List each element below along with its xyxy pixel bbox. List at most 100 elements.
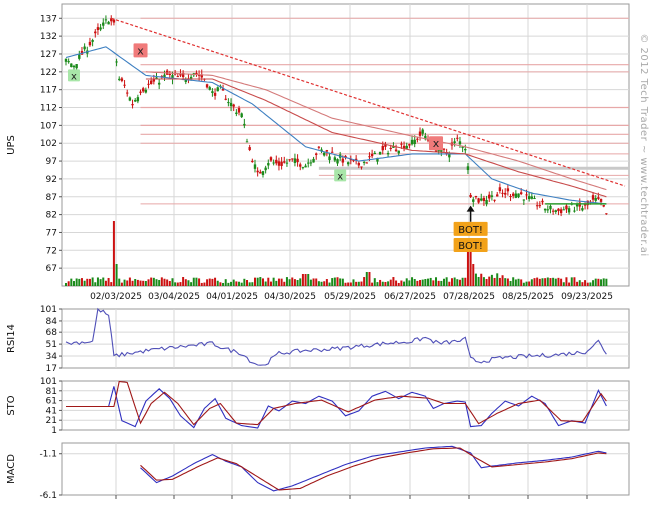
candle-body <box>134 100 137 102</box>
volume-bar <box>413 279 416 286</box>
moving-average-line <box>145 78 607 198</box>
volume-bar <box>373 278 376 286</box>
candle-body <box>75 64 78 69</box>
volume-bar <box>347 282 350 286</box>
volume-bar <box>458 279 461 286</box>
volume-bar <box>429 277 432 286</box>
volume-bar <box>464 277 467 286</box>
candle-body <box>328 156 331 161</box>
buy-arrow-icon <box>466 205 475 212</box>
candle-body <box>243 123 246 126</box>
candle-body <box>373 152 376 155</box>
volume-bar <box>440 280 443 286</box>
price-tick-label: 72 <box>46 246 57 256</box>
candle-body <box>235 112 238 115</box>
candle-body <box>91 40 94 42</box>
volume-bar <box>259 277 262 286</box>
candle-body <box>386 153 390 155</box>
candle-body <box>522 199 526 201</box>
volume-bar <box>123 279 126 286</box>
volume-bar <box>485 278 488 286</box>
volume-bar <box>341 278 344 286</box>
volume-bar <box>296 280 299 286</box>
volume-bar <box>285 277 288 286</box>
volume-bar <box>480 273 483 286</box>
volume-bar <box>240 282 243 286</box>
volume-bar <box>110 282 113 286</box>
candle-body <box>434 150 438 152</box>
volume-bar <box>291 277 294 286</box>
candle-body <box>275 159 278 164</box>
volume-bar <box>83 280 86 286</box>
volume-bar <box>190 282 193 286</box>
candle-body <box>136 97 140 102</box>
candle-body <box>251 160 254 163</box>
macd-tick-label: -1.1 <box>39 450 57 460</box>
volume-bar <box>445 277 448 286</box>
candle-body <box>104 19 108 21</box>
candle-body <box>307 162 310 164</box>
volume-bar <box>323 281 326 286</box>
candle-body <box>378 151 382 155</box>
volume-bar <box>384 281 387 286</box>
price-tick-label: 92 <box>46 175 57 185</box>
candle-body <box>293 158 297 163</box>
candle-body <box>490 195 494 197</box>
volume-bar <box>288 279 291 286</box>
candle-body <box>551 210 555 212</box>
candle-body <box>376 157 379 162</box>
candle-body <box>482 197 486 202</box>
volume-bar <box>219 282 222 286</box>
volume-bar <box>560 278 563 286</box>
volume-bar <box>552 277 555 286</box>
candle-body <box>195 72 198 75</box>
volume-bar <box>200 282 203 286</box>
volume-bar <box>395 280 398 286</box>
volume-bar <box>442 278 445 286</box>
candle-body <box>573 210 576 212</box>
candle-body <box>78 54 81 59</box>
volume-bar <box>536 277 539 286</box>
candle-body <box>485 199 488 205</box>
sto-d-line <box>66 380 607 426</box>
candle-body <box>315 153 318 155</box>
candle-body <box>197 74 201 76</box>
candle-body <box>421 129 424 134</box>
candle-body <box>405 145 408 149</box>
volume-bar <box>277 278 280 286</box>
candle-body <box>299 164 302 167</box>
volume-bar <box>522 282 525 286</box>
volume-bar <box>139 280 142 286</box>
volume-bar <box>206 279 209 286</box>
candle-body <box>269 157 273 161</box>
candle-body <box>88 41 92 46</box>
price-tick-label: 137 <box>40 14 57 24</box>
volume-bar <box>251 282 254 286</box>
volume-bar <box>72 281 75 286</box>
volume-bar <box>184 279 187 286</box>
volume-bar <box>75 278 78 286</box>
candle-body <box>317 146 321 148</box>
candle-body <box>400 143 403 145</box>
volume-bar <box>307 274 310 286</box>
candle-body <box>110 18 113 22</box>
volume-bar <box>584 280 587 286</box>
volume-bar <box>104 280 107 286</box>
candle-body <box>208 87 211 90</box>
candle-body <box>418 131 422 136</box>
candle-body <box>557 208 560 212</box>
candle-body <box>530 196 534 199</box>
volume-bar <box>216 280 219 286</box>
volume-bar <box>389 279 392 286</box>
volume-bar <box>493 277 496 286</box>
volume-bar <box>541 278 544 286</box>
rsi-tick-label: 84 <box>46 317 58 327</box>
candle-body <box>123 84 126 86</box>
volume-bar <box>437 280 440 286</box>
volume-bar <box>504 278 507 286</box>
candle-body <box>368 156 371 158</box>
volume-bar <box>349 282 352 286</box>
candle-body <box>333 157 337 161</box>
volume-bar <box>469 252 472 286</box>
volume-bar <box>357 281 360 286</box>
